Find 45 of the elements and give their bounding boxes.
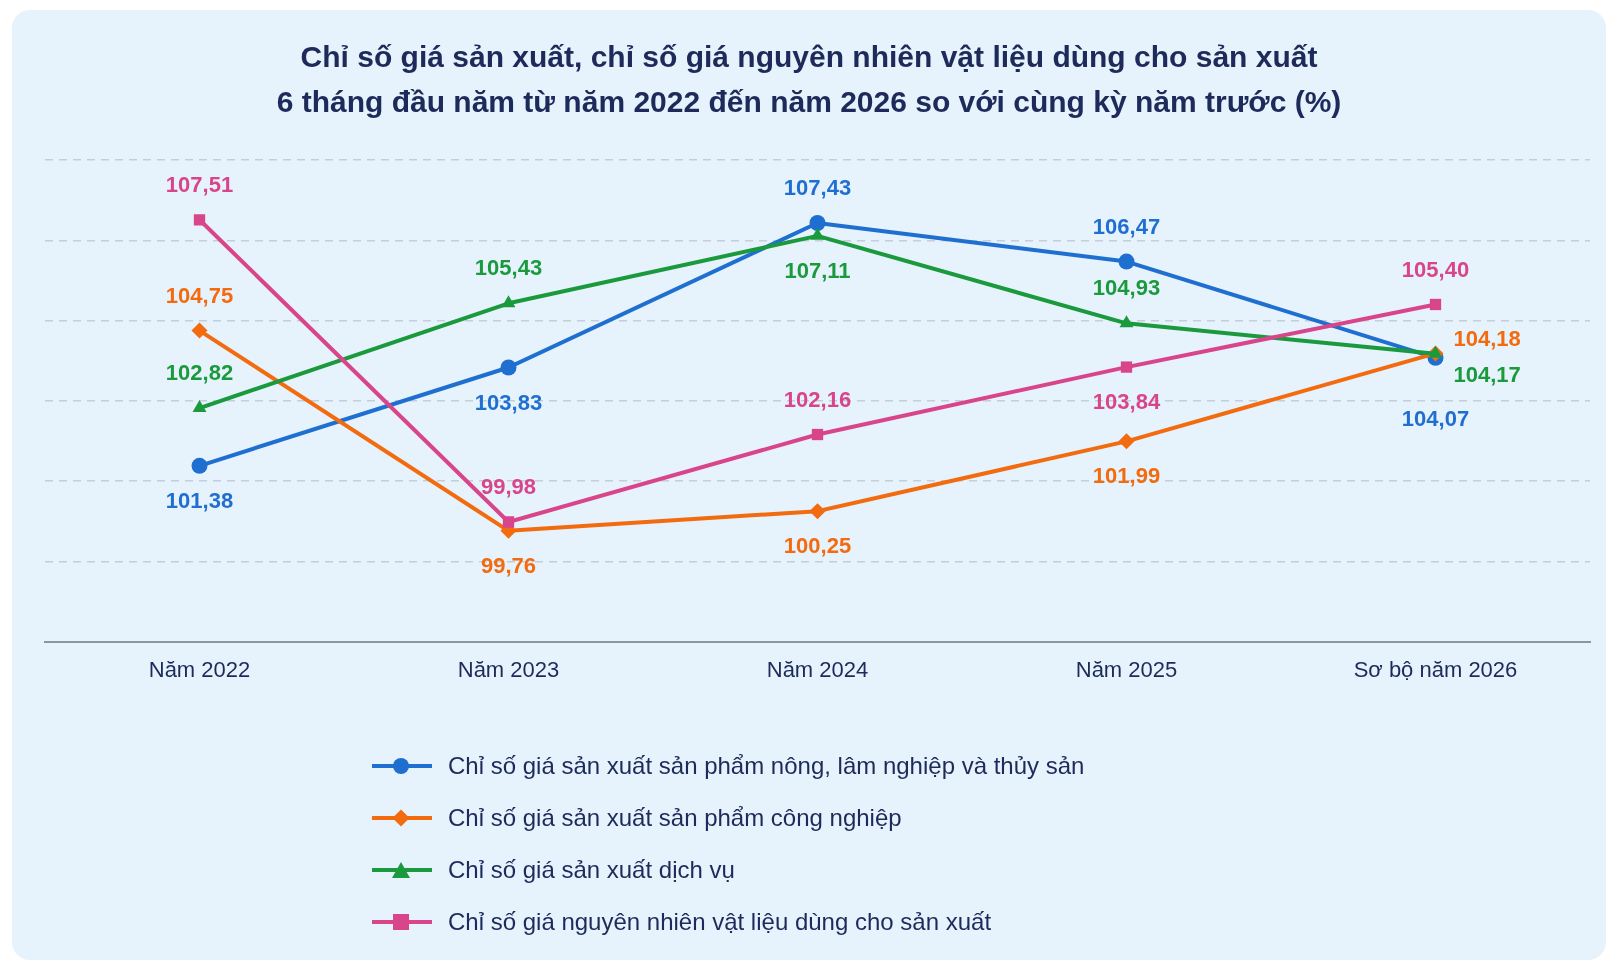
data-label: 102,16 (783, 386, 852, 412)
data-label: 103,84 (1092, 389, 1161, 415)
data-label: 105,40 (1401, 256, 1470, 282)
legend-label: Chỉ số giá sản xuất dịch vụ (448, 856, 735, 884)
x-tick-label: Sơ bộ năm 2026 (1353, 656, 1518, 682)
point (1119, 315, 1134, 328)
point (809, 503, 826, 520)
point (191, 457, 208, 474)
data-label: 103,83 (474, 389, 543, 415)
data-label: 107,43 (783, 175, 852, 201)
point (1120, 361, 1133, 373)
data-label: 104,93 (1092, 275, 1161, 301)
data-label: 99,76 (480, 552, 537, 578)
point (1429, 298, 1442, 311)
data-label: 104,75 (165, 282, 234, 308)
data-label: 102,82 (165, 360, 234, 386)
x-tick-label: Năm 2023 (457, 656, 560, 682)
point (191, 322, 208, 339)
point (500, 359, 517, 376)
data-label: 106,47 (1092, 213, 1161, 239)
point (809, 215, 826, 232)
x-tick-label: Năm 2025 (1075, 656, 1178, 682)
data-label: 107,11 (784, 257, 851, 283)
data-label: 104,18 (1453, 325, 1521, 351)
data-label: 104,17 (1453, 361, 1521, 387)
point (502, 516, 515, 528)
chart-title: Chỉ số giá sản xuất, chỉ số giá nguyên nhiên vật liệu dùng cho sản xuất 6 tháng đầu năm từ năm 2022 đến năm 2026 so với cùng kỳ năm trước (%) (275, 39, 1343, 120)
data-label: 101,38 (165, 487, 234, 513)
point (1118, 433, 1135, 450)
x-tick-label: Năm 2024 (766, 656, 869, 682)
legend-label: Chỉ số giá sản xuất sản phẩm nông, lâm nghiệp và thủy sản (448, 752, 1085, 780)
point (1118, 253, 1135, 270)
x-tick-label: Năm 2022 (148, 656, 251, 682)
data-label: 107,51 (165, 171, 234, 197)
point (192, 400, 207, 413)
legend-label: Chỉ số giá sản xuất sản phẩm công nghiệp (448, 804, 902, 832)
point (501, 295, 516, 308)
data-label: 105,43 (474, 255, 543, 281)
data-label: 99,98 (480, 474, 537, 500)
data-label: 100,25 (783, 533, 852, 559)
point (811, 428, 824, 441)
data-label: 104,07 (1401, 405, 1470, 431)
legend-label: Chỉ số giá nguyên nhiên vật liệu dùng cho sản xuất (448, 908, 992, 936)
data-label: 101,99 (1092, 463, 1161, 489)
point (193, 214, 206, 226)
